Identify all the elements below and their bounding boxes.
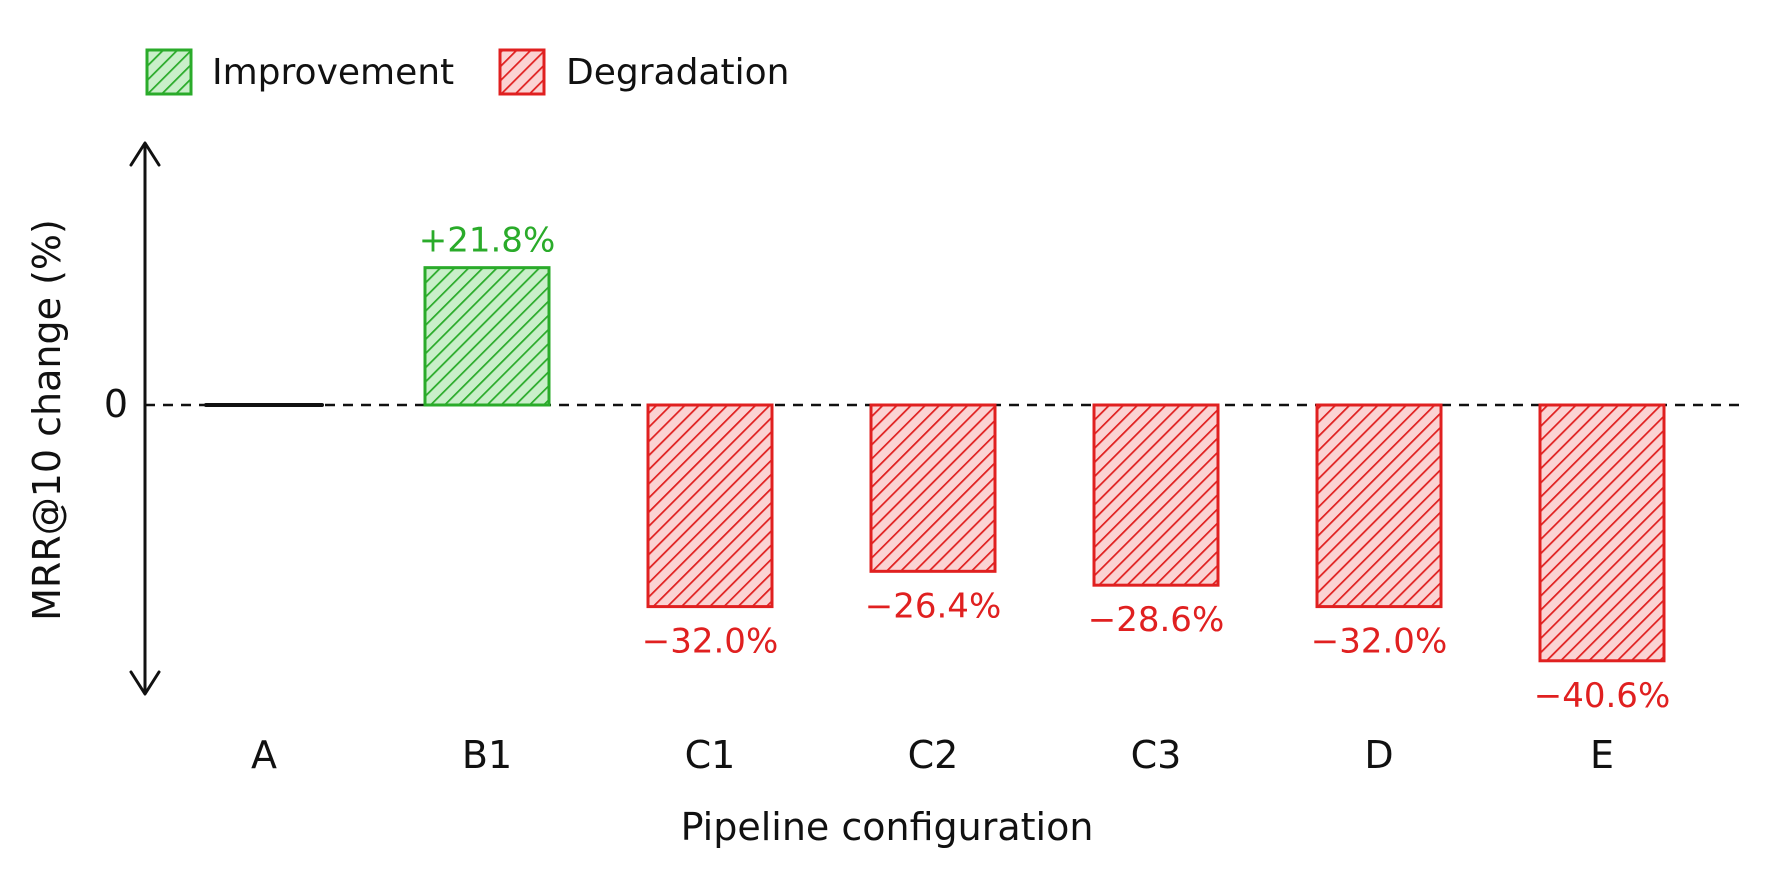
value-label-e: −40.6% xyxy=(1534,676,1671,716)
value-label-c2: −26.4% xyxy=(865,586,1002,626)
value-label-c3: −28.6% xyxy=(1088,600,1225,640)
legend-item-degradation: Degradation xyxy=(498,48,789,96)
legend-swatch-degradation xyxy=(498,48,546,96)
bars-layer: A +21.8% B1 −32.0% C1 −26.4% C2 −28.6% C3 −32.0% D… xyxy=(204,221,1671,777)
legend-label-degradation: Degradation xyxy=(566,52,789,93)
y-tick-label-zero: 0 xyxy=(104,382,128,426)
legend-label-improvement: Improvement xyxy=(212,52,454,93)
x-tick-label-c2: C2 xyxy=(908,733,959,777)
bar-e xyxy=(1538,403,1666,663)
legend: Improvement Degradation xyxy=(145,48,789,96)
y-axis-arrow-down xyxy=(129,670,161,696)
bar-c2 xyxy=(869,403,997,573)
x-tick-label-e: E xyxy=(1590,733,1614,777)
x-tick-label-d: D xyxy=(1364,733,1393,777)
value-label-b1: +21.8% xyxy=(419,221,556,261)
x-axis-title: Pipeline configuration xyxy=(681,805,1094,849)
legend-swatch-improvement xyxy=(145,48,193,96)
x-tick-label-c3: C3 xyxy=(1131,733,1182,777)
value-label-c1: −32.0% xyxy=(642,622,779,662)
y-axis: 0 MRR@10 change (%) xyxy=(25,141,161,696)
bar-d xyxy=(1315,403,1443,609)
bar-c1 xyxy=(646,403,774,609)
bar-b1 xyxy=(423,266,551,407)
y-axis-title: MRR@10 change (%) xyxy=(25,219,69,621)
value-label-d: −32.0% xyxy=(1311,622,1448,662)
x-tick-label-a: A xyxy=(251,733,277,777)
legend-item-improvement: Improvement xyxy=(145,48,454,96)
y-axis-arrow-up xyxy=(129,141,161,167)
x-tick-label-c1: C1 xyxy=(685,733,736,777)
x-tick-label-b1: B1 xyxy=(462,733,512,777)
bar-c3 xyxy=(1092,403,1220,587)
